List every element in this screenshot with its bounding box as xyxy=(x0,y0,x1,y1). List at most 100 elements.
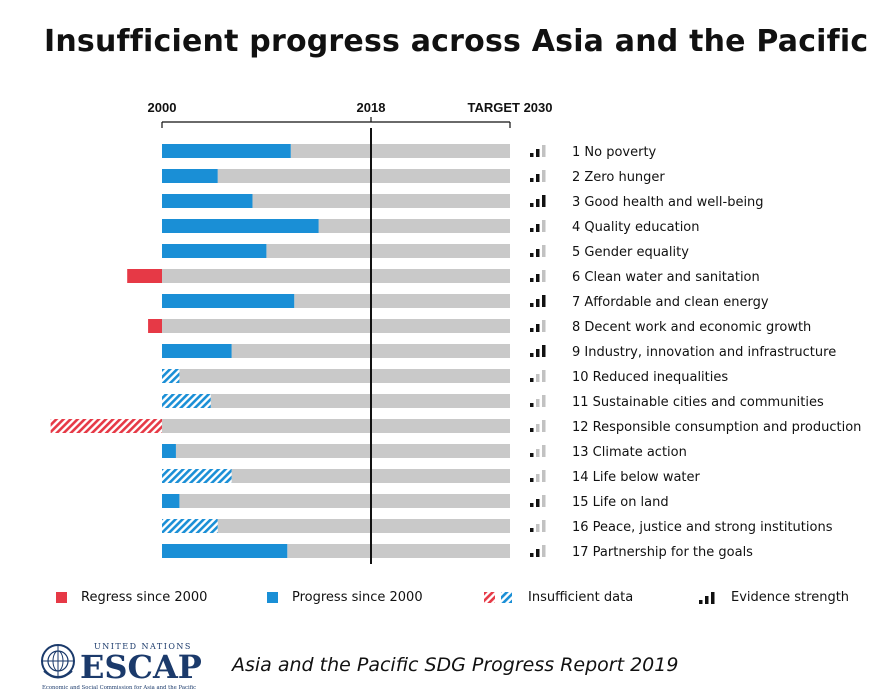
evidence-bar xyxy=(536,449,540,457)
goal-label: 15 Life on land xyxy=(572,495,669,510)
progress-bar xyxy=(162,444,176,458)
regress-bar xyxy=(50,419,162,433)
x-tick-label: 2018 xyxy=(357,100,386,115)
goal-label: 5 Gender equality xyxy=(572,245,689,260)
progress-bar xyxy=(162,369,180,383)
evidence-bar xyxy=(536,249,540,257)
evidence-bar xyxy=(542,245,546,257)
report-title: Asia and the Pacific SDG Progress Report… xyxy=(232,654,679,676)
evidence-bar xyxy=(536,324,540,332)
evidence-bar xyxy=(530,528,534,532)
progress-bar xyxy=(162,519,218,533)
remaining-bar xyxy=(252,194,511,208)
progress-bar xyxy=(162,344,232,358)
evidence-bar xyxy=(542,195,546,207)
goal-label: 13 Climate action xyxy=(572,445,687,460)
remaining-bar xyxy=(290,144,510,158)
evidence-bar xyxy=(530,203,534,207)
progress-bar xyxy=(162,194,253,208)
legend-evidence: Evidence strength xyxy=(699,590,849,605)
progress-bar xyxy=(162,494,180,508)
legend: Regress since 2000 Progress since 2000 I… xyxy=(0,590,887,610)
x-tick-label: 2000 xyxy=(148,100,177,115)
evidence-bar xyxy=(530,478,534,482)
evidence-bar xyxy=(542,520,546,532)
evidence-bar xyxy=(542,345,546,357)
evidence-bar xyxy=(542,145,546,157)
evidence-bar xyxy=(530,378,534,382)
evidence-bar xyxy=(530,503,534,507)
footer: UNITED NATIONS ESCAP Economic and Social… xyxy=(40,638,860,692)
remaining-bar xyxy=(210,394,510,408)
remaining-bar xyxy=(162,269,510,283)
evidence-bar xyxy=(536,499,540,507)
evidence-bar xyxy=(542,395,546,407)
evidence-bar xyxy=(542,220,546,232)
evidence-bar xyxy=(530,328,534,332)
goal-label: 10 Reduced inequalities xyxy=(572,370,728,385)
evidence-bar xyxy=(530,278,534,282)
evidence-bar xyxy=(536,549,540,557)
goal-label: 3 Good health and well-being xyxy=(572,195,764,210)
sdg-progress-chart: 2000 2018 TARGET 2030 1 No poverty 2 Zero h… xyxy=(50,100,861,564)
x-tick-label: TARGET 2030 xyxy=(467,100,552,115)
evidence-bar xyxy=(542,170,546,182)
evidence-bar xyxy=(542,320,546,332)
remaining-bar xyxy=(162,319,510,333)
evidence-bar xyxy=(530,228,534,232)
evidence-bar xyxy=(542,370,546,382)
remaining-bar xyxy=(179,494,510,508)
legend-progress-label: Progress since 2000 xyxy=(292,590,423,605)
evidence-bar xyxy=(530,303,534,307)
evidence-bar xyxy=(530,178,534,182)
evidence-bar xyxy=(536,274,540,282)
evidence-bar xyxy=(536,399,540,407)
remaining-bar xyxy=(294,294,510,308)
legend-insufficient: Insufficient data xyxy=(484,590,633,605)
un-emblem-icon xyxy=(41,644,75,679)
remaining-bar xyxy=(287,544,510,558)
evidence-bar xyxy=(542,445,546,457)
goal-label: 9 Industry, innovation and infrastructur… xyxy=(572,345,836,360)
evidence-bar xyxy=(530,403,534,407)
remaining-bar xyxy=(318,219,510,233)
goal-label: 16 Peace, justice and strong institution… xyxy=(572,520,833,535)
evidence-indicators xyxy=(530,145,546,557)
remaining-bar xyxy=(266,244,510,258)
evidence-bar xyxy=(536,524,540,532)
regress-bar xyxy=(127,269,162,283)
evidence-bar xyxy=(530,253,534,257)
goal-label: 1 No poverty xyxy=(572,145,657,160)
remaining-bar xyxy=(217,519,510,533)
goal-label: 11 Sustainable cities and communities xyxy=(572,395,824,410)
legend-regress-label: Regress since 2000 xyxy=(81,590,208,605)
evidence-bar xyxy=(542,420,546,432)
goal-label: 2 Zero hunger xyxy=(572,170,665,185)
goal-label: 17 Partnership for the goals xyxy=(572,545,753,560)
evidence-bar xyxy=(536,374,540,382)
evidence-bar xyxy=(536,349,540,357)
regress-bar xyxy=(148,319,162,333)
progress-bar xyxy=(162,394,211,408)
evidence-bar xyxy=(542,495,546,507)
hatch-swatch xyxy=(484,592,512,603)
evidence-bar xyxy=(536,424,540,432)
goal-label: 6 Clean water and sanitation xyxy=(572,270,760,285)
goal-label: 4 Quality education xyxy=(572,220,700,235)
progress-bar xyxy=(162,219,319,233)
progress-bar xyxy=(162,144,291,158)
evidence-bar xyxy=(536,149,540,157)
evidence-bar xyxy=(536,199,540,207)
remaining-bar xyxy=(162,419,510,433)
legend-evidence-label: Evidence strength xyxy=(731,590,850,605)
legend-insufficient-label: Insufficient data xyxy=(528,590,634,605)
escap-logo: UNITED NATIONS ESCAP Economic and Social… xyxy=(41,642,202,691)
org-top-text: UNITED NATIONS xyxy=(94,642,192,651)
evidence-bar xyxy=(542,295,546,307)
evidence-bar xyxy=(542,545,546,557)
goal-label: 14 Life below water xyxy=(572,470,701,485)
evidence-bar xyxy=(530,353,534,357)
progress-bar xyxy=(162,169,218,183)
progress-bar xyxy=(162,294,295,308)
goal-label: 7 Affordable and clean energy xyxy=(572,295,769,310)
